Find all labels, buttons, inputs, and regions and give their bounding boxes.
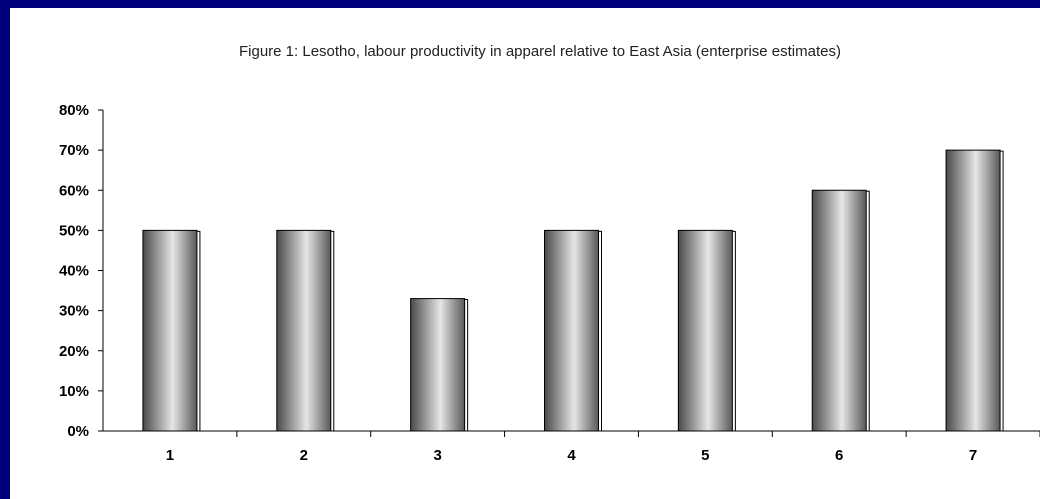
y-tick-label: 60% <box>59 182 89 199</box>
bar-body <box>142 229 198 432</box>
bar <box>276 229 335 432</box>
bar-body <box>544 229 599 432</box>
y-tick-label: 80% <box>59 102 89 119</box>
y-tick-label: 20% <box>59 343 89 360</box>
x-tick-label: 4 <box>567 447 576 464</box>
x-tick-label: 5 <box>701 447 709 464</box>
bar-body <box>276 229 332 432</box>
chart-title: Figure 1: Lesotho, labour productivity i… <box>239 43 841 60</box>
y-tick-label: 70% <box>59 142 89 159</box>
bar-body <box>677 229 733 432</box>
tick-labels: 0% 10% 20% 30% 40% 50% 60% 70% 80% 1 2 3 4 5 6 7 <box>59 102 977 464</box>
y-tick-label: 50% <box>59 222 89 239</box>
y-tick-label: 40% <box>59 263 89 280</box>
bar-body <box>811 189 867 432</box>
bar-body <box>410 298 466 432</box>
x-tick-label: 6 <box>835 447 843 464</box>
bars <box>142 149 1004 432</box>
bar <box>544 229 602 432</box>
y-tick-label: 10% <box>59 383 89 400</box>
x-tick-label: 7 <box>969 447 977 464</box>
bar <box>677 229 736 432</box>
x-tick-label: 3 <box>433 447 441 464</box>
y-tick-label: 30% <box>59 303 89 320</box>
x-tick-label: 2 <box>300 447 308 464</box>
y-tick-label: 0% <box>67 423 89 440</box>
bar <box>410 298 469 432</box>
bar <box>811 189 870 432</box>
bar-body <box>945 149 1001 432</box>
bar <box>142 229 201 432</box>
bar <box>945 149 1004 432</box>
x-tick-label: 1 <box>166 447 174 464</box>
